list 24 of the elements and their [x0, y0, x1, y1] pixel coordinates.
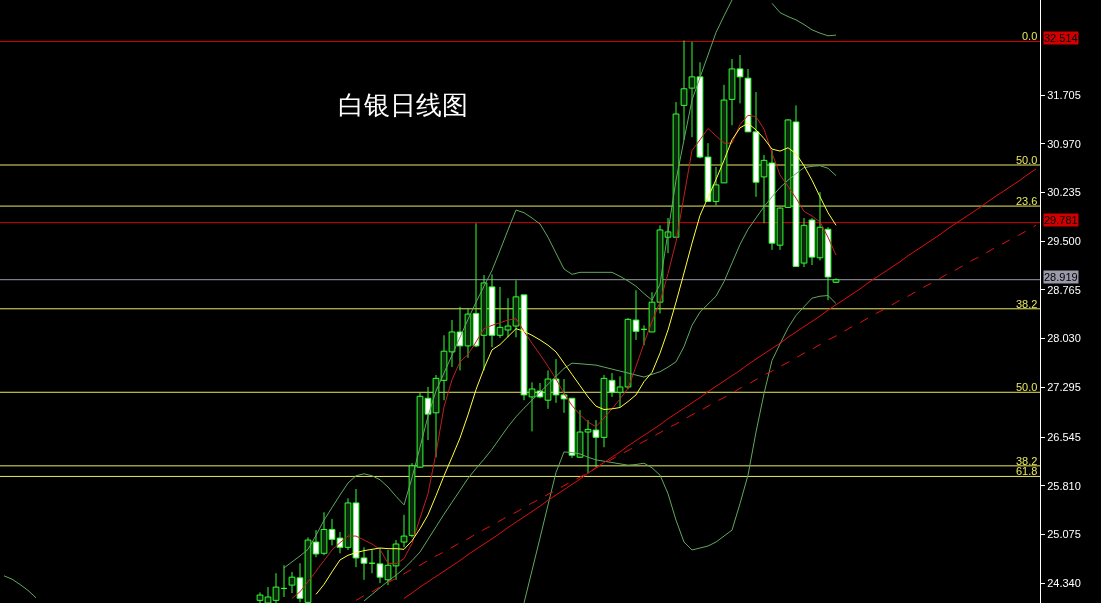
annotation: 38.2	[1016, 298, 1038, 310]
y-tick-label: 26.545	[1047, 430, 1081, 443]
annotation: 50.0	[1016, 154, 1038, 166]
y-tick-label: 24.340	[1047, 576, 1081, 589]
y-tick-label: 25.810	[1047, 479, 1081, 492]
line-series	[523, 295, 837, 603]
y-tick-label: 28.765	[1047, 283, 1081, 296]
ref-line-label: 29.781	[1044, 214, 1078, 226]
ref-line-label: 32.514	[1044, 32, 1078, 44]
y-tick-label: 25.075	[1047, 528, 1081, 541]
text: 白银日线图	[337, 90, 468, 121]
y-tick-label: 29.500	[1047, 235, 1081, 248]
line-series	[363, 165, 837, 602]
annotation: 38.2	[1016, 455, 1038, 467]
annotation: 0.0	[1022, 30, 1038, 42]
y-tick-label: 28.030	[1047, 332, 1081, 345]
y-tick-label: 31.705	[1047, 88, 1081, 101]
y-tick-label: 27.295	[1047, 381, 1081, 394]
y-tick-label: 30.970	[1047, 137, 1081, 150]
y-tick-label: 30.235	[1047, 186, 1081, 199]
ref-line-label: 28.919	[1044, 271, 1078, 283]
annotation: 50.0	[1016, 381, 1038, 393]
annotation: 61.8	[1016, 465, 1038, 477]
annotation: 23.6	[1016, 195, 1038, 207]
